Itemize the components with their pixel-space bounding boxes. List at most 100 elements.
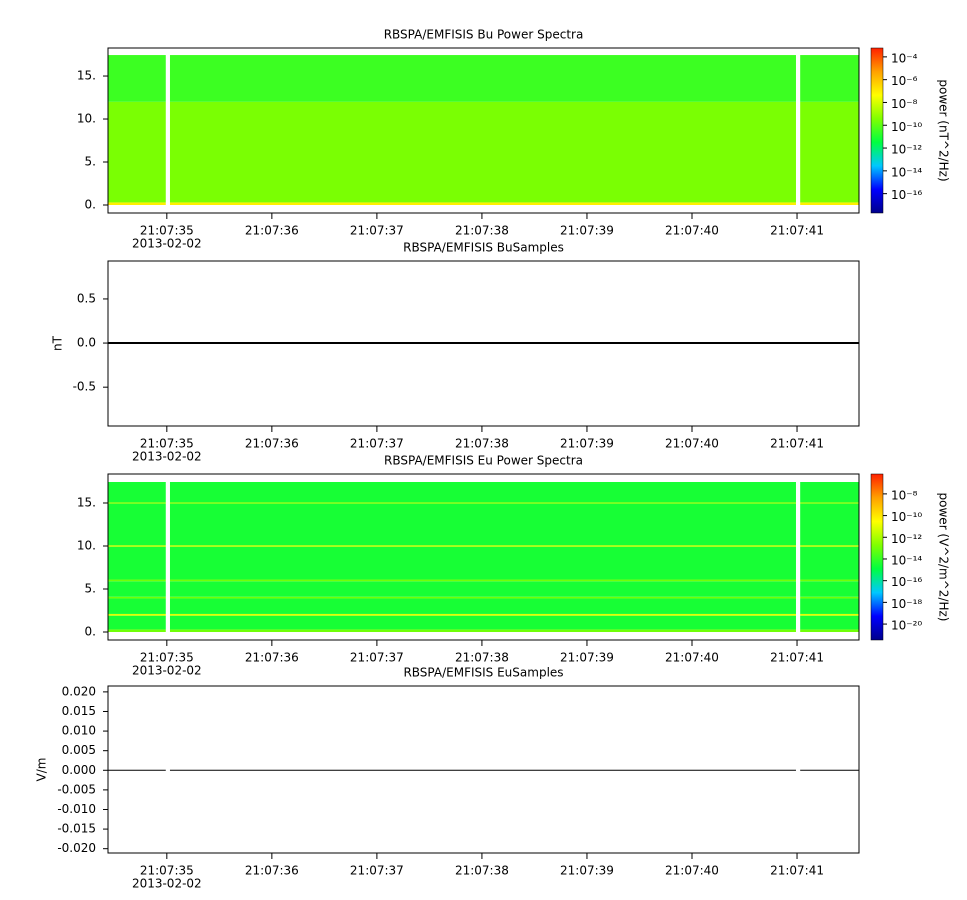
spectrogram-cell (169, 613, 796, 616)
colorbar-label: power (V^2/m^2/Hz) (937, 493, 951, 622)
spectrogram-cell (108, 502, 166, 504)
spectrogram-cell (169, 545, 796, 547)
colorbar-tick-label: 10⁻⁸ (891, 488, 918, 502)
spectrogram-cell (800, 502, 859, 504)
date-label: 2013-02-02 (132, 664, 202, 678)
y-tick-label: -0.020 (57, 841, 96, 855)
y-tick-label: 10. (77, 112, 96, 126)
y-tick-label: 0.005 (62, 743, 96, 757)
spectrogram-cell (108, 615, 166, 630)
x-tick-label: 21:07:35 (140, 437, 194, 451)
colorbar-tick-label: 10⁻¹² (891, 532, 922, 546)
spectrogram-cell (108, 546, 166, 580)
spectrogram-cell (800, 546, 859, 580)
y-tick-label: 10. (77, 538, 96, 552)
spectrogram-cell (800, 615, 859, 630)
colorbar-label: power (nT^2/Hz) (937, 79, 951, 181)
x-tick-label: 21:07:39 (560, 437, 614, 451)
spectrogram-cell (169, 615, 796, 630)
spectrogram-cell (169, 546, 796, 580)
colorbar-tick-label: 10⁻⁶ (891, 74, 918, 88)
date-label: 2013-02-02 (132, 877, 202, 891)
colorbar-tick-label: 10⁻¹⁶ (891, 188, 922, 202)
spectrogram-cell (800, 202, 859, 206)
colorbar-tick-label: 10⁻¹⁰ (891, 120, 922, 134)
spectrogram-cell (108, 101, 166, 203)
spectrogram-cell (108, 202, 166, 206)
spectrogram-cell (108, 613, 166, 616)
x-tick-label: 21:07:40 (665, 864, 719, 878)
spectrogram-cell (800, 629, 859, 633)
date-label: 2013-02-02 (132, 237, 202, 251)
x-tick-label: 21:07:39 (560, 224, 614, 238)
y-tick-label: 0.0 (77, 336, 96, 350)
spectrogram-cell (169, 101, 796, 203)
colorbar (870, 47, 884, 214)
y-axis-label: nT (51, 335, 65, 351)
spectrogram-cell (169, 629, 796, 633)
colorbar-tick-label: 10⁻⁴ (891, 51, 918, 65)
y-tick-label: -0.015 (57, 822, 96, 836)
spectrogram-cell (800, 55, 859, 102)
colorbar-tick-label: 10⁻¹⁰ (891, 510, 922, 524)
spectrogram-cell (169, 55, 796, 102)
spectrogram-cell (800, 579, 859, 582)
spectrogram-cell (169, 481, 796, 503)
spectrogram-cell (169, 503, 796, 546)
x-tick-label: 21:07:35 (140, 651, 194, 665)
spectrogram-cell (800, 596, 859, 599)
spectrogram-cell (169, 581, 796, 597)
spectrogram-cell (108, 55, 166, 102)
colorbar-tick-label: 10⁻⁸ (891, 97, 918, 111)
x-tick-label: 21:07:41 (770, 224, 824, 238)
panel-title: RBSPA/EMFISIS Eu Power Spectra (384, 454, 583, 468)
spectrogram-cell (800, 481, 859, 503)
x-tick-label: 21:07:40 (665, 224, 719, 238)
y-tick-label: 0.010 (62, 724, 96, 738)
y-tick-label: 5. (85, 581, 96, 595)
spectrogram-cell (169, 502, 796, 504)
spectrogram-cell (108, 481, 166, 503)
x-tick-label: 21:07:38 (455, 864, 509, 878)
spectrogram-cell (108, 503, 166, 546)
spectrogram-cell (169, 579, 796, 582)
date-label: 2013-02-02 (132, 450, 202, 464)
colorbar-tick-label: 10⁻¹⁸ (891, 597, 922, 611)
panel-title: RBSPA/EMFISIS Bu Power Spectra (384, 28, 584, 42)
x-tick-label: 21:07:41 (770, 437, 824, 451)
x-tick-label: 21:07:41 (770, 864, 824, 878)
x-tick-label: 21:07:37 (350, 224, 404, 238)
panel-title: RBSPA/EMFISIS EuSamples (403, 666, 563, 680)
colorbar (870, 473, 884, 641)
y-tick-label: 15. (77, 69, 96, 83)
plot-frame (107, 473, 860, 641)
y-tick-label: 15. (77, 495, 96, 509)
y-tick-label: 5. (85, 155, 96, 169)
x-tick-label: 21:07:37 (350, 864, 404, 878)
x-tick-label: 21:07:35 (140, 224, 194, 238)
x-tick-label: 21:07:37 (350, 437, 404, 451)
spectrogram-cell (108, 581, 166, 597)
colorbar-tick-label: 10⁻²⁰ (891, 619, 922, 633)
plot-frame (107, 685, 860, 854)
x-tick-label: 21:07:38 (455, 651, 509, 665)
spectrogram-cell (108, 629, 166, 633)
y-tick-label: 0.5 (77, 291, 96, 305)
spectrogram-cell (800, 545, 859, 547)
plot-frame (107, 47, 860, 214)
colorbar-tick-label: 10⁻¹² (891, 143, 922, 157)
x-tick-label: 21:07:40 (665, 651, 719, 665)
colorbar-tick-label: 10⁻¹⁴ (891, 165, 922, 179)
y-tick-label: -0.010 (57, 802, 96, 816)
spectrogram-cell (169, 202, 796, 206)
x-tick-label: 21:07:40 (665, 437, 719, 451)
y-tick-label: 0.015 (62, 704, 96, 718)
x-tick-label: 21:07:36 (245, 224, 299, 238)
x-tick-label: 21:07:36 (245, 864, 299, 878)
x-tick-label: 21:07:37 (350, 651, 404, 665)
x-tick-label: 21:07:39 (560, 651, 614, 665)
spectrogram-cell (108, 579, 166, 582)
spectrogram-cell (800, 503, 859, 546)
